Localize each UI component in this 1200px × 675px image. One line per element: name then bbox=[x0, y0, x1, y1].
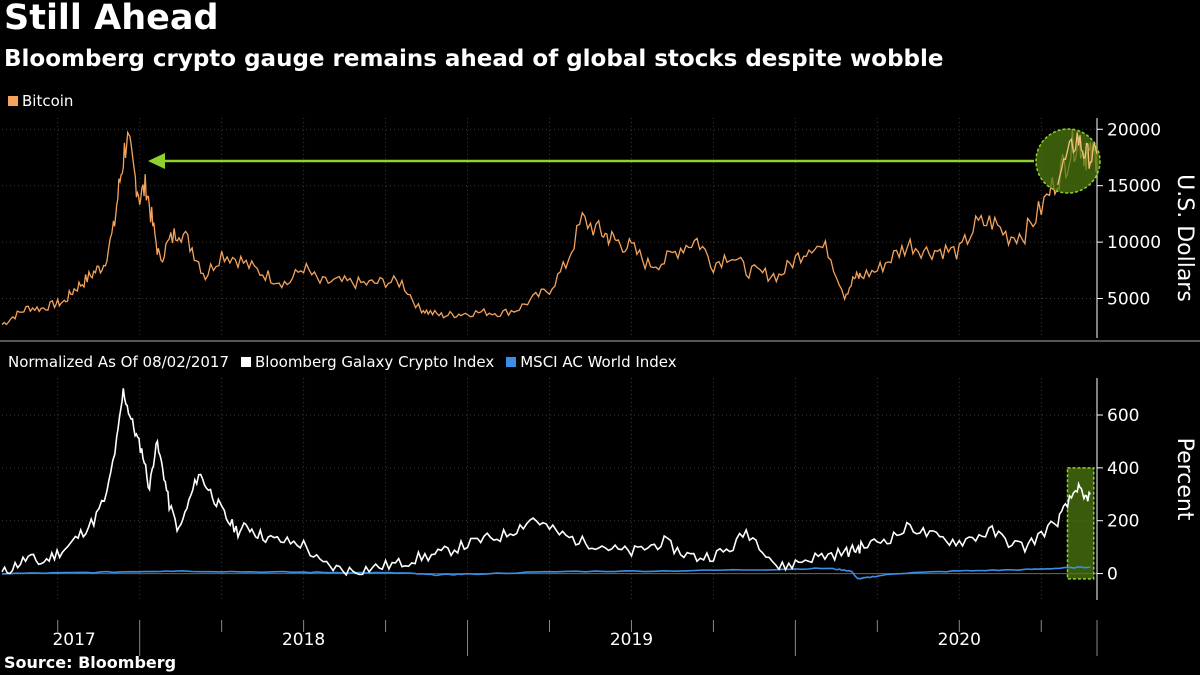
chart-title: Still Ahead bbox=[4, 0, 219, 38]
bottom-y-tick-label: 400 bbox=[1107, 459, 1139, 479]
series-line-bitcoin-highlight bbox=[1057, 132, 1098, 186]
series-line-msci bbox=[1, 566, 1091, 580]
bottom-legend: Normalized As Of 08/02/2017 Bloomberg Ga… bbox=[8, 353, 689, 371]
bottom-y-axis-label: Percent bbox=[1172, 438, 1197, 521]
legend-item-bitcoin: Bitcoin bbox=[8, 92, 73, 110]
chart-subtitle: Bloomberg crypto gauge remains ahead of … bbox=[4, 46, 944, 72]
legend-swatch-bitcoin bbox=[8, 96, 18, 106]
x-tick-label: 2020 bbox=[938, 630, 981, 650]
x-tick-label: 2018 bbox=[282, 630, 325, 650]
series-line-bitcoin bbox=[1, 129, 1098, 326]
highlight-arrow-head bbox=[148, 153, 165, 169]
x-tick-label: 2019 bbox=[610, 630, 653, 650]
legend-label-msci: MSCI AC World Index bbox=[520, 353, 677, 371]
bitcoin-panel: 5000 10000 15000 20000 U.S. Dollars bbox=[0, 118, 1200, 342]
top-y-tick-label: 10000 bbox=[1107, 233, 1161, 253]
x-axis: 2017 2018 2019 2020 bbox=[52, 620, 1098, 656]
top-y-tick-label: 20000 bbox=[1107, 120, 1161, 140]
bottom-y-tick-label: 600 bbox=[1107, 406, 1139, 426]
legend-label-crypto-index: Bloomberg Galaxy Crypto Index bbox=[255, 353, 495, 371]
legend-swatch-msci bbox=[506, 357, 517, 367]
top-y-axis-label: U.S. Dollars bbox=[1172, 174, 1197, 302]
highlight-box bbox=[1066, 467, 1095, 580]
top-y-tick-label: 15000 bbox=[1107, 177, 1161, 197]
bottom-y-tick-label: 200 bbox=[1107, 512, 1139, 532]
bottom-y-tick-label: 0 bbox=[1107, 565, 1118, 585]
x-tick-label: 2017 bbox=[52, 630, 95, 650]
legend-item-crypto-index: Bloomberg Galaxy Crypto Index bbox=[241, 353, 494, 371]
legend-swatch-crypto-index bbox=[241, 357, 251, 367]
legend-item-msci: MSCI AC World Index bbox=[506, 353, 677, 371]
normalized-note: Normalized As Of 08/02/2017 bbox=[8, 353, 229, 371]
source-note: Source: Bloomberg bbox=[4, 653, 177, 672]
top-y-tick-label: 5000 bbox=[1107, 290, 1150, 310]
top-legend: Bitcoin bbox=[8, 92, 85, 110]
series-line-crypto-index bbox=[1, 388, 1092, 577]
highlight-circle bbox=[1035, 128, 1101, 194]
crypto-vs-stocks-panel: 0 200 400 600 Percent bbox=[1, 378, 1197, 600]
legend-label-bitcoin: Bitcoin bbox=[22, 92, 74, 110]
